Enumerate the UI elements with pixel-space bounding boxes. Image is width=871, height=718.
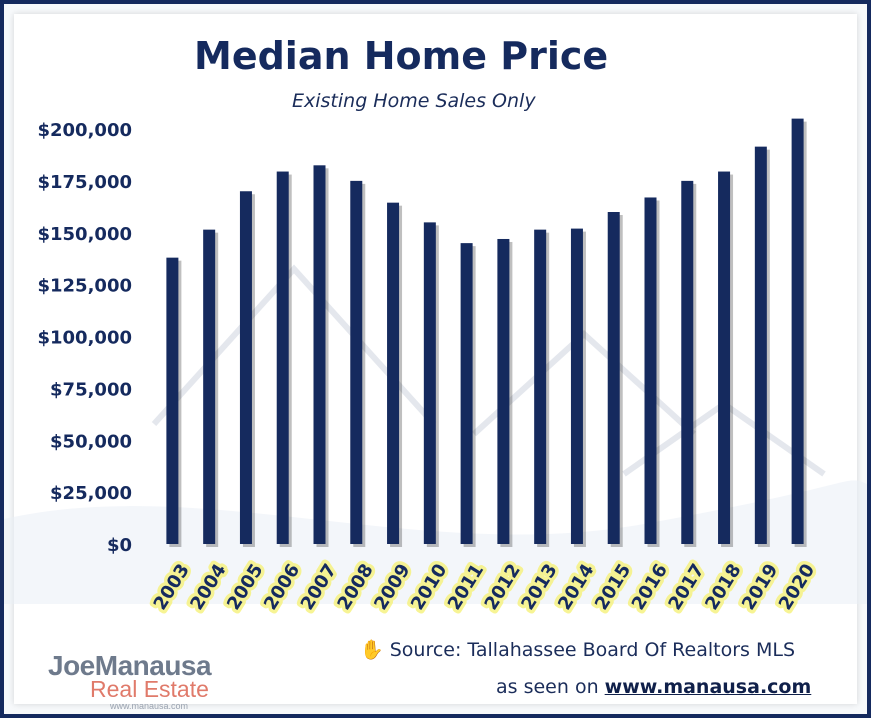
source-line: ✋ Source: Tallahassee Board Of Realtors … [360,638,795,661]
bar [166,257,179,544]
bar [313,165,326,544]
y-tick-label: $0 [107,535,132,556]
bar [754,146,767,544]
hand-icon: ✋ [360,639,384,661]
y-tick-label: $175,000 [37,172,132,193]
y-tick-label: $100,000 [37,328,132,349]
bar [497,238,510,544]
chart-subtitle: Existing Home Sales Only [292,90,536,112]
bar [644,197,657,544]
bar [387,202,400,544]
bar [239,191,252,544]
logo-subtitle: Real Estate [90,676,209,702]
bar [791,118,804,544]
y-tick-label: $200,000 [37,120,132,141]
bar [203,229,216,544]
y-tick-label: $50,000 [50,431,132,452]
y-tick-label: $125,000 [37,276,132,297]
bar [681,180,694,544]
bar [423,222,436,544]
y-tick-label: $150,000 [37,224,132,245]
bar [350,180,363,544]
chart-title: Median Home Price [194,34,609,78]
bar [276,171,289,544]
bar [570,228,583,544]
bar-chart: $0 $25,000 $50,000 $75,000 $100,000 $125,000 $… [4,118,867,617]
y-tick-label: $25,000 [50,483,132,504]
bar [460,243,473,544]
logo-name: JoeManausa [48,650,212,681]
seen-on-line: as seen on www.manausa.com [496,676,811,698]
logo-url: www.manausa.com [110,701,189,711]
website-link[interactable]: www.manausa.com [604,676,812,698]
bar [718,171,731,544]
company-logo: JoeManausa Real Estate www.manausa.com [48,626,278,711]
bar [607,212,620,544]
seen-prefix: as seen on [496,676,599,698]
y-tick-label: $75,000 [50,379,132,400]
source-text: Source: Tallahassee Board Of Realtors ML… [389,639,796,661]
bar [534,229,547,544]
